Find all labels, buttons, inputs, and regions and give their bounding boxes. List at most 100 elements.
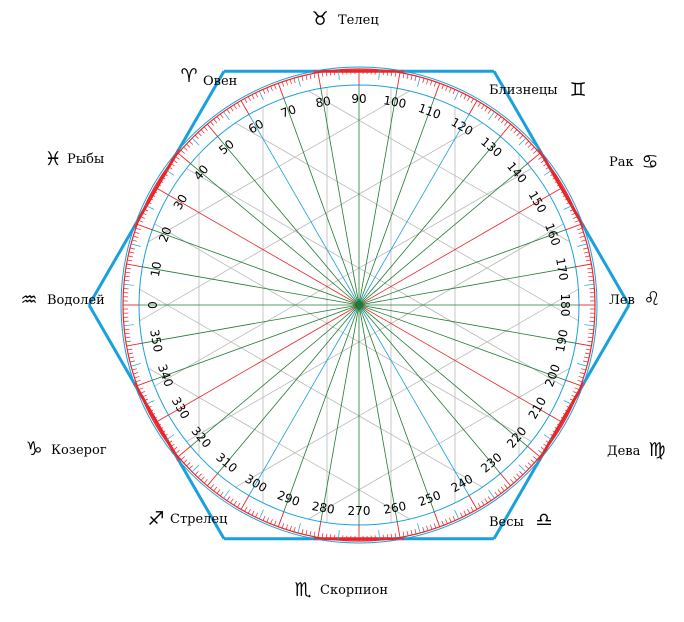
degree-label: 60 bbox=[246, 117, 266, 137]
degree-tick bbox=[571, 394, 577, 398]
degree-tick bbox=[454, 509, 460, 520]
degree-label: 170 bbox=[553, 257, 571, 282]
spoke-line bbox=[168, 194, 360, 306]
degree-tick bbox=[488, 111, 495, 121]
degree-tick bbox=[565, 379, 581, 387]
degree-tick bbox=[338, 69, 340, 80]
degree-tick bbox=[441, 520, 444, 526]
degree-tick bbox=[133, 372, 139, 375]
degree-tick bbox=[150, 193, 156, 197]
spoke-line bbox=[358, 304, 435, 512]
spoke-line bbox=[283, 98, 360, 306]
degree-label: 190 bbox=[553, 328, 571, 353]
degree-tick bbox=[454, 90, 460, 101]
degree-tick bbox=[309, 74, 312, 80]
degree-tick bbox=[194, 134, 199, 140]
degree-tick bbox=[237, 102, 241, 108]
degree-tick bbox=[206, 123, 218, 137]
degree-tick bbox=[577, 363, 588, 367]
degree-tick bbox=[577, 243, 588, 247]
degree-tick bbox=[305, 74, 308, 80]
degree-tick bbox=[124, 279, 130, 282]
sign-label-scorpio: Скорпион bbox=[320, 583, 388, 598]
degree-tick bbox=[297, 523, 301, 534]
sign-label-libra: Весы bbox=[489, 515, 524, 530]
hexagon-edge bbox=[492, 460, 541, 540]
degree-label: 100 bbox=[382, 93, 407, 111]
degree-tick bbox=[573, 216, 578, 219]
degree-tick bbox=[197, 132, 202, 137]
degree-tick bbox=[530, 146, 535, 151]
degree-tick bbox=[154, 414, 169, 424]
degree-tick bbox=[129, 247, 135, 250]
degree-tick bbox=[277, 511, 285, 527]
degree-tick bbox=[538, 156, 543, 160]
degree-tick bbox=[133, 235, 139, 238]
degree-tick bbox=[152, 190, 158, 194]
degree-tick bbox=[170, 443, 175, 448]
degree-tick bbox=[579, 235, 585, 238]
degree-tick bbox=[402, 73, 405, 79]
degree-tick bbox=[552, 430, 558, 434]
degree-tick bbox=[445, 86, 448, 91]
degree-tick bbox=[233, 500, 237, 506]
degree-tick bbox=[309, 530, 312, 536]
degree-tick bbox=[274, 520, 277, 526]
degree-tick bbox=[128, 356, 134, 359]
degree-tick bbox=[175, 156, 180, 160]
degree-tick bbox=[313, 73, 316, 79]
degree-tick bbox=[138, 387, 144, 390]
degree-tick bbox=[578, 231, 584, 234]
degree-tick bbox=[587, 336, 593, 339]
degree-tick bbox=[191, 137, 200, 146]
degree-tick bbox=[587, 271, 593, 274]
degree-tick bbox=[556, 183, 562, 187]
degree-tick bbox=[382, 534, 385, 540]
degree-tick bbox=[150, 413, 156, 417]
sign-label-leo: Лев bbox=[609, 293, 635, 308]
degree-tick bbox=[172, 159, 178, 164]
degree-tick bbox=[510, 479, 515, 484]
spoke-line bbox=[358, 98, 435, 306]
sign-label-sagittarius: Стрелец bbox=[170, 512, 227, 527]
spoke-line bbox=[217, 136, 360, 306]
degree-tick bbox=[563, 400, 574, 406]
degree-tick bbox=[197, 473, 202, 478]
taurus-icon: ♉ bbox=[311, 8, 328, 30]
degree-tick bbox=[556, 423, 562, 427]
degree-tick bbox=[584, 356, 590, 359]
sign-label-cancer: Рак bbox=[609, 155, 634, 170]
degree-tick bbox=[538, 450, 543, 454]
degree-tick bbox=[481, 104, 485, 110]
degree-tick bbox=[494, 113, 498, 119]
degree-tick bbox=[321, 71, 324, 77]
degree-tick bbox=[573, 391, 578, 394]
scorpio-icon: ♏ bbox=[294, 579, 311, 601]
degree-tick bbox=[244, 506, 248, 512]
degree-tick bbox=[183, 459, 188, 464]
degree-tick bbox=[566, 201, 572, 205]
degree-tick bbox=[333, 70, 336, 76]
degree-tick bbox=[338, 530, 340, 541]
spoke-line bbox=[190, 304, 360, 447]
spoke-line bbox=[358, 304, 528, 447]
degree-label: 110 bbox=[416, 101, 442, 122]
degree-tick bbox=[125, 271, 131, 274]
degree-tick bbox=[426, 79, 429, 85]
virgo-icon: ♍ bbox=[648, 439, 665, 461]
spoke-line bbox=[358, 114, 470, 306]
degree-tick bbox=[188, 140, 194, 145]
spoke-line bbox=[320, 88, 360, 306]
degree-tick bbox=[584, 352, 590, 355]
degree-tick bbox=[305, 530, 308, 536]
degree-tick bbox=[527, 143, 532, 148]
degree-label: 340 bbox=[155, 362, 176, 388]
degree-tick bbox=[430, 80, 433, 86]
degree-tick bbox=[585, 259, 591, 262]
degree-tick bbox=[165, 434, 175, 441]
degree-tick bbox=[477, 102, 481, 108]
degree-tick bbox=[467, 508, 471, 514]
degree-tick bbox=[500, 118, 505, 124]
degree-tick bbox=[251, 510, 255, 516]
degree-tick bbox=[138, 220, 144, 223]
